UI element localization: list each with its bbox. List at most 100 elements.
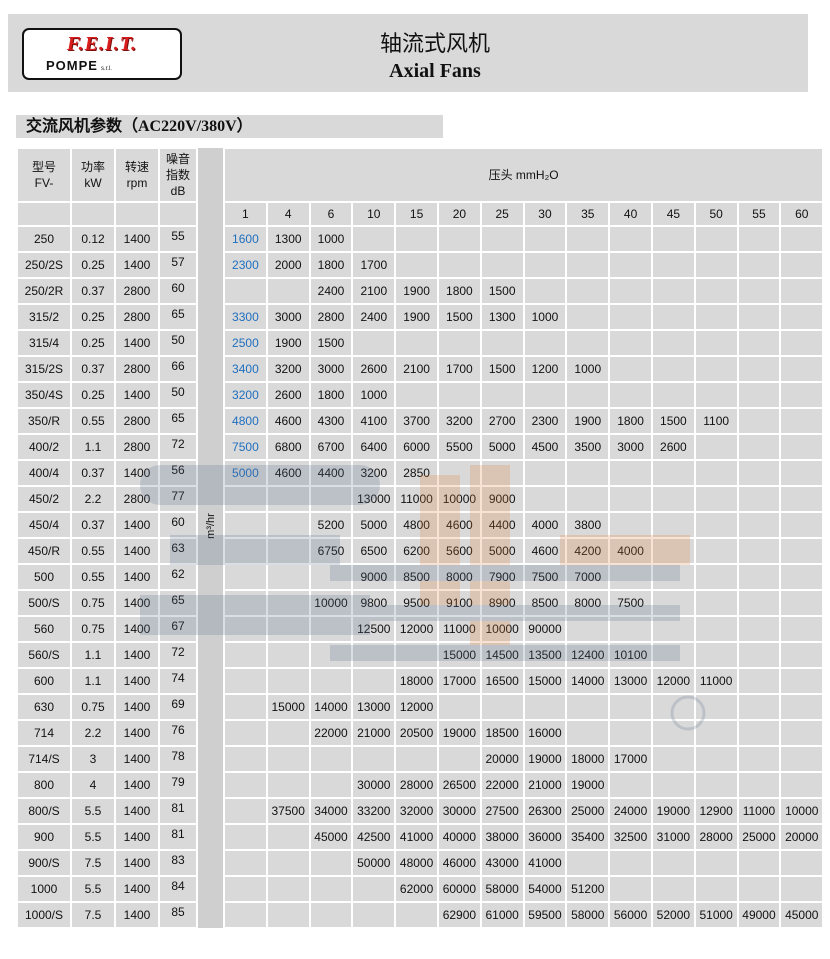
flow-cell: [223, 745, 268, 773]
power-cell: 0.37: [70, 355, 116, 383]
table-row: 250/2S 0.25 1400 57 2300 2000 1800 1700: [16, 251, 825, 279]
power-cell: 0.75: [70, 589, 116, 617]
flow-cell: [736, 381, 782, 409]
flow-cell: [779, 277, 825, 305]
flow-cell: 6200: [394, 537, 439, 565]
flow-cell: 28000: [693, 823, 739, 851]
logo-brand: F.E.I.T.: [66, 33, 138, 55]
flow-cell: [736, 719, 782, 747]
flow-cell: [265, 667, 311, 695]
noise-cell: 56: [158, 459, 198, 487]
flow-cell: 4400: [308, 459, 354, 487]
flow-cell: 11000: [394, 485, 439, 513]
flow-cell: [693, 277, 739, 305]
flow-cell: [779, 693, 825, 721]
logo-sub-text: POMPE: [46, 58, 98, 73]
flow-cell: 1800: [308, 251, 354, 279]
pressure-values-row: 1 4 6 10 15 20 25 30 35 40 45 50 55 60: [16, 201, 825, 227]
flow-cell: [265, 771, 311, 799]
flow-cell: 22000: [308, 719, 354, 747]
flow-cell: [779, 329, 825, 357]
flow-cell: 8000: [436, 563, 482, 591]
flow-cell: 3000: [608, 433, 653, 461]
power-cell: 0.55: [70, 563, 116, 591]
pressure-value: 30: [522, 201, 568, 227]
flow-unit-cell: m³/hr: [196, 226, 225, 928]
pressure-value: 4: [265, 201, 311, 227]
flow-cell: 1800: [308, 381, 354, 409]
flow-cell: 1500: [650, 407, 696, 435]
flow-cell: [565, 615, 611, 643]
flow-cell: 14000: [308, 693, 354, 721]
flow-cell: [265, 615, 311, 643]
flow-cell: [779, 771, 825, 799]
flow-cell: 25000: [565, 797, 611, 825]
flow-cell: [394, 251, 439, 279]
table-row: 315/4 0.25 1400 50 2500 1900 1500: [16, 329, 825, 357]
flow-cell: [479, 381, 525, 409]
speed-cell: 1400: [114, 589, 160, 617]
header-power-cn: 功率: [80, 160, 105, 174]
noise-cell: 81: [158, 797, 198, 825]
flow-cell: 11000: [436, 615, 482, 643]
power-cell: 4: [70, 771, 116, 799]
flow-cell: [436, 251, 482, 279]
flow-cell: [608, 381, 653, 409]
flow-cell: 1800: [608, 407, 653, 435]
flow-cell: 62000: [394, 875, 439, 903]
noise-cell: 62: [158, 563, 198, 591]
model-cell: 450/2: [16, 485, 72, 513]
flow-cell: 1700: [351, 251, 397, 279]
speed-cell: 1400: [114, 745, 160, 773]
flow-cell: [779, 667, 825, 695]
flow-cell: 2300: [522, 407, 568, 435]
flow-cell: 3700: [394, 407, 439, 435]
flow-cell: [223, 875, 268, 903]
flow-cell: [693, 511, 739, 539]
table-row: 1000 5.5 1400 84 62000 60000 58000 54000 51200: [16, 875, 825, 903]
flow-cell: [693, 719, 739, 747]
flow-cell: 12500: [351, 615, 397, 643]
flow-cell: 52000: [650, 901, 696, 929]
power-cell: 0.37: [70, 511, 116, 539]
flow-cell: [736, 693, 782, 721]
flow-cell: [436, 381, 482, 409]
flow-cell: [779, 615, 825, 643]
model-cell: 630: [16, 693, 72, 721]
flow-cell: [308, 563, 354, 591]
flow-cell: [308, 875, 354, 903]
header-speed-cn: 转速: [124, 160, 149, 174]
flow-cell: [265, 277, 311, 305]
flow-cell: [650, 693, 696, 721]
flow-cell: [608, 771, 653, 799]
flow-cell: 15000: [436, 641, 482, 669]
noise-cell: 77: [158, 485, 198, 513]
model-cell: 500/S: [16, 589, 72, 617]
power-cell: 0.25: [70, 303, 116, 331]
flow-cell: 32500: [608, 823, 653, 851]
page-header: F.E.I.T. POMPE s.r.l. 轴流式风机 Axial Fans: [8, 14, 808, 92]
flow-cell: [779, 511, 825, 539]
header-power: 功率 kW: [70, 147, 116, 203]
model-cell: 800: [16, 771, 72, 799]
flow-cell: 9800: [351, 589, 397, 617]
flow-cell: 11000: [693, 667, 739, 695]
fan-parameters-table: 型号 FV- 功率 kW 转速 rpm 噪音 指数 dB 压头 mmH₂O 1 4 6 10 15…: [16, 147, 825, 929]
flow-cell: [736, 407, 782, 435]
flow-cell: [693, 563, 739, 591]
flow-cell: [650, 459, 696, 487]
flow-cell: [394, 225, 439, 253]
flow-cell: 6500: [351, 537, 397, 565]
flow-cell: [693, 433, 739, 461]
flow-cell: 8000: [565, 589, 611, 617]
flow-cell: [693, 355, 739, 383]
power-cell: 0.25: [70, 329, 116, 357]
flow-cell: 2500: [223, 329, 268, 357]
flow-cell: 13000: [351, 485, 397, 513]
flow-cell: 32000: [394, 797, 439, 825]
flow-cell: [736, 433, 782, 461]
flow-cell: 3400: [223, 355, 268, 383]
flow-cell: 1600: [223, 225, 268, 253]
flow-cell: [693, 641, 739, 669]
header-noise: 噪音 指数 dB: [158, 147, 198, 203]
